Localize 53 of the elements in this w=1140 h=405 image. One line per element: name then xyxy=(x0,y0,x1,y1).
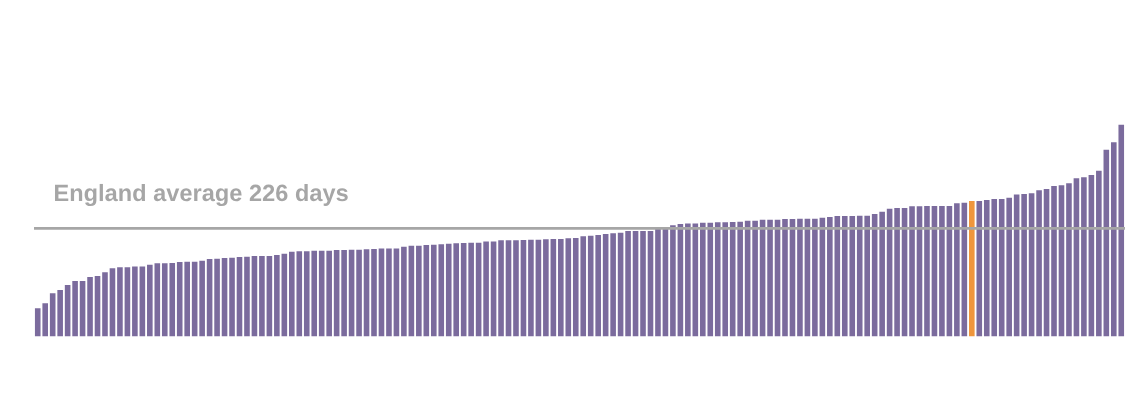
bar xyxy=(132,266,138,337)
bar xyxy=(1036,190,1042,337)
bar xyxy=(483,241,489,337)
bar xyxy=(199,260,205,337)
bar xyxy=(1021,193,1027,337)
bar xyxy=(468,242,474,337)
bar xyxy=(737,221,743,337)
bar xyxy=(229,257,235,337)
bar xyxy=(72,281,78,337)
bar xyxy=(356,249,362,337)
bar xyxy=(326,250,332,337)
bar xyxy=(117,267,123,337)
bar xyxy=(827,217,833,337)
bar xyxy=(528,239,534,337)
ref-line-label: England average 226 days xyxy=(55,183,348,207)
bar xyxy=(939,206,945,337)
bar xyxy=(386,248,392,337)
bar xyxy=(543,239,549,337)
bar xyxy=(655,227,661,337)
bar xyxy=(625,231,631,337)
bar xyxy=(57,289,63,337)
bar xyxy=(371,249,377,337)
bar xyxy=(969,200,975,337)
bar xyxy=(976,200,983,337)
bar xyxy=(401,246,407,337)
bar xyxy=(752,220,758,337)
bar xyxy=(244,256,250,337)
bar xyxy=(954,203,960,337)
bar xyxy=(1051,185,1057,337)
bar xyxy=(513,240,519,337)
bar xyxy=(259,256,265,337)
bar xyxy=(1096,170,1102,337)
bar xyxy=(1066,183,1072,337)
bar xyxy=(924,206,930,337)
bar xyxy=(87,276,93,337)
bar xyxy=(879,211,885,337)
bar xyxy=(670,225,676,337)
bar xyxy=(102,272,108,337)
bar xyxy=(640,231,646,337)
bar xyxy=(767,219,773,337)
bar xyxy=(1081,177,1087,337)
bar xyxy=(274,254,280,337)
bar xyxy=(416,245,422,337)
bar xyxy=(894,207,900,337)
bar xyxy=(498,240,504,337)
bar xyxy=(909,206,915,337)
bar xyxy=(685,223,691,337)
bar xyxy=(610,233,616,337)
bar xyxy=(782,218,788,337)
bar xyxy=(341,250,347,337)
bar xyxy=(214,258,220,337)
bar xyxy=(797,218,803,337)
bar xyxy=(812,218,818,337)
